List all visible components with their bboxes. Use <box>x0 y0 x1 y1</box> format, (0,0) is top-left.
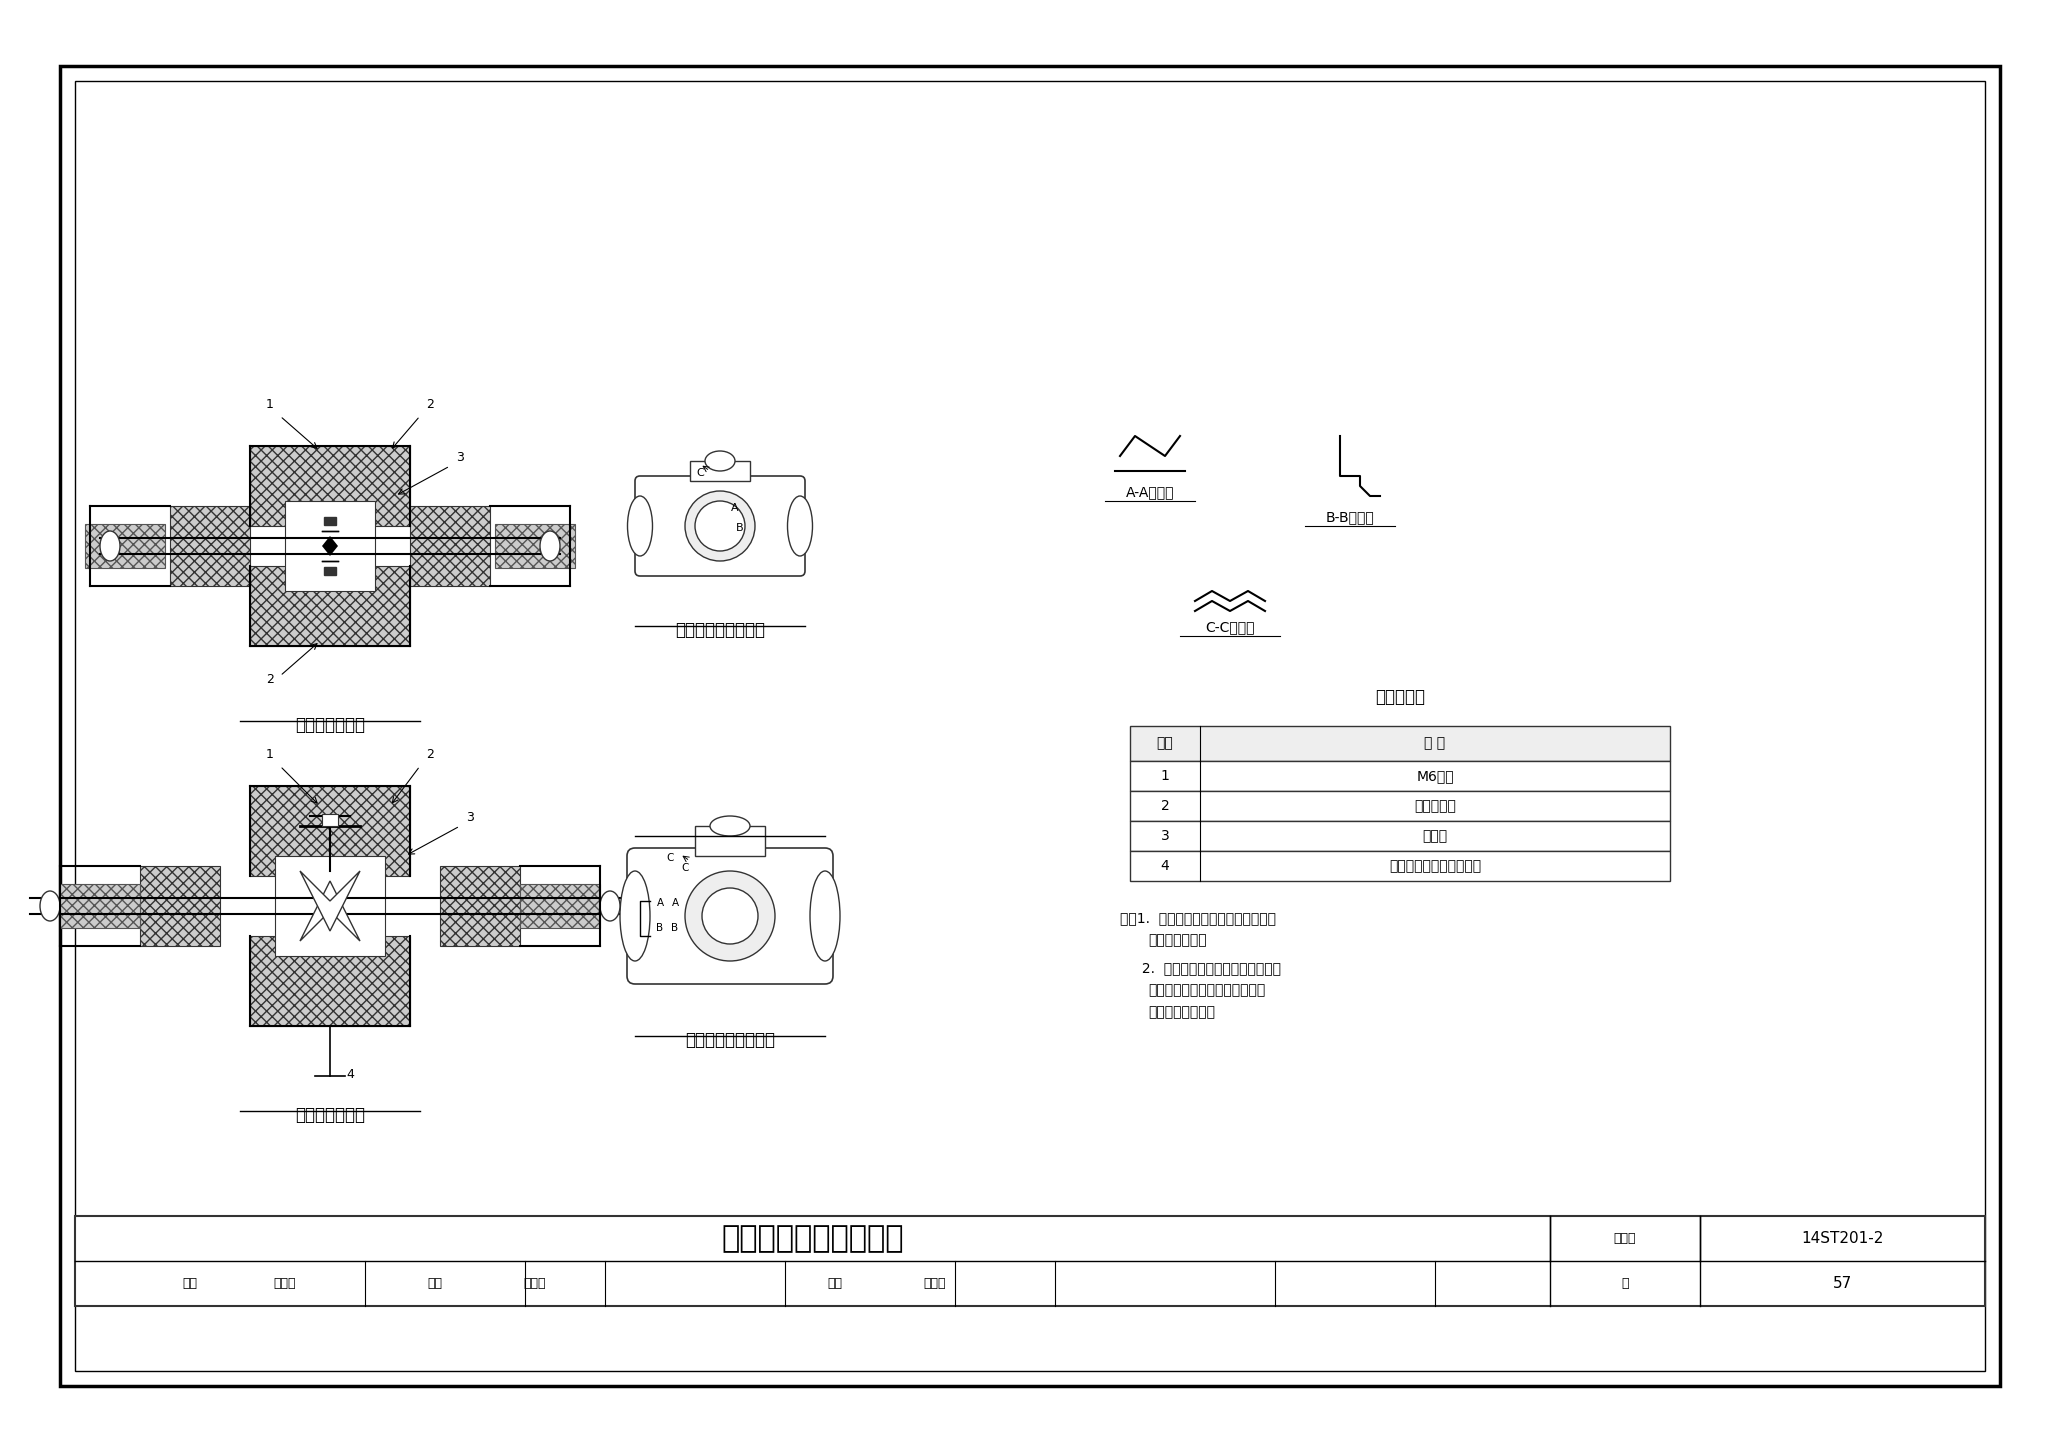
Bar <box>250 787 410 876</box>
Bar <box>285 500 375 591</box>
Text: 1: 1 <box>266 398 274 411</box>
Text: 张先群: 张先群 <box>274 1277 297 1290</box>
Bar <box>59 884 139 928</box>
Ellipse shape <box>788 496 813 557</box>
Text: 可拆式阀门保温: 可拆式阀门保温 <box>295 1106 365 1124</box>
Bar <box>410 506 489 586</box>
Text: 4: 4 <box>346 1069 354 1082</box>
Ellipse shape <box>621 870 649 962</box>
Text: C: C <box>696 469 705 479</box>
Bar <box>1130 821 1669 852</box>
Text: 1: 1 <box>1161 769 1169 782</box>
Text: C: C <box>682 863 688 873</box>
Bar <box>694 826 766 856</box>
Text: 注：1.  法兰、阀门保温厚度与连接管道: 注：1. 法兰、阀门保温厚度与连接管道 <box>1120 911 1276 925</box>
Bar <box>520 884 600 928</box>
Text: 3: 3 <box>467 811 473 824</box>
Text: A-A剖面图: A-A剖面图 <box>1126 484 1174 499</box>
Bar <box>76 1216 1985 1306</box>
Circle shape <box>702 888 758 944</box>
Text: 阀门保温金属保护罩: 阀门保温金属保护罩 <box>684 1031 774 1048</box>
Text: 3: 3 <box>1161 829 1169 843</box>
Text: 名称对照表: 名称对照表 <box>1374 688 1425 706</box>
Bar <box>86 523 166 568</box>
Text: 57: 57 <box>1833 1275 1851 1291</box>
Text: 金属保护罩: 金属保护罩 <box>1413 800 1456 813</box>
Ellipse shape <box>705 451 735 471</box>
Text: 图集号: 图集号 <box>1614 1232 1636 1245</box>
Ellipse shape <box>627 496 653 557</box>
Bar <box>170 506 250 586</box>
Polygon shape <box>322 510 338 1108</box>
Text: 2: 2 <box>266 672 274 685</box>
Text: B: B <box>672 923 678 933</box>
Text: B: B <box>735 523 743 534</box>
Ellipse shape <box>600 891 621 921</box>
Text: 法兰、阀门保温结构图: 法兰、阀门保温结构图 <box>721 1223 903 1254</box>
Text: 法兰保温金属保护罩: 法兰保温金属保护罩 <box>676 620 766 639</box>
Text: 设计: 设计 <box>827 1277 842 1290</box>
Text: 赵际顺: 赵际顺 <box>524 1277 547 1290</box>
Text: 编号: 编号 <box>1157 736 1174 750</box>
Text: M6螺栓: M6螺栓 <box>1415 769 1454 782</box>
Text: 可拆式法兰保温: 可拆式法兰保温 <box>295 716 365 735</box>
Text: 赵恒鹏: 赵恒鹏 <box>924 1277 946 1290</box>
Bar <box>250 565 410 646</box>
Ellipse shape <box>100 531 121 561</box>
Text: 名 称: 名 称 <box>1425 736 1446 750</box>
Ellipse shape <box>541 531 559 561</box>
Bar <box>1130 761 1669 791</box>
Text: 2: 2 <box>1161 800 1169 813</box>
Bar <box>440 866 520 946</box>
Bar <box>690 461 750 482</box>
Text: 审核: 审核 <box>182 1277 197 1290</box>
Bar <box>322 814 338 826</box>
Ellipse shape <box>811 870 840 962</box>
Polygon shape <box>299 870 360 931</box>
Text: 校对: 校对 <box>428 1277 442 1290</box>
Text: 1: 1 <box>266 748 274 761</box>
Bar <box>250 445 410 526</box>
Text: 绝热层: 绝热层 <box>1423 829 1448 843</box>
Circle shape <box>684 870 774 962</box>
Text: A: A <box>731 503 739 513</box>
Text: B: B <box>657 923 664 933</box>
Polygon shape <box>299 881 360 941</box>
Circle shape <box>684 492 756 561</box>
Polygon shape <box>324 518 336 525</box>
Text: 排水管（用于有泄漏时）: 排水管（用于有泄漏时） <box>1389 859 1481 873</box>
Text: 2: 2 <box>426 398 434 411</box>
Text: 4: 4 <box>1161 859 1169 873</box>
Text: A: A <box>657 898 664 908</box>
Text: 3: 3 <box>457 451 465 464</box>
Ellipse shape <box>711 816 750 836</box>
Text: 保护层做法相同。: 保护层做法相同。 <box>1149 1005 1214 1019</box>
Polygon shape <box>322 536 338 557</box>
Polygon shape <box>324 567 336 576</box>
Text: 页: 页 <box>1622 1277 1628 1290</box>
Text: C: C <box>666 853 674 863</box>
FancyBboxPatch shape <box>627 847 834 983</box>
Ellipse shape <box>41 891 59 921</box>
Bar <box>76 81 1985 1371</box>
Bar <box>274 856 385 956</box>
Text: B-B剖面图: B-B剖面图 <box>1325 510 1374 523</box>
FancyBboxPatch shape <box>635 476 805 576</box>
Bar <box>250 936 410 1027</box>
Text: 保温厚度相同。: 保温厚度相同。 <box>1149 933 1206 947</box>
Text: 2: 2 <box>426 748 434 761</box>
Text: 时，其保护层做法应与地沟管道: 时，其保护层做法应与地沟管道 <box>1149 983 1266 996</box>
Text: 14ST201-2: 14ST201-2 <box>1802 1231 1884 1246</box>
Circle shape <box>694 500 745 551</box>
Text: C-C剖面图: C-C剖面图 <box>1206 620 1255 633</box>
Text: 2.  固定式法兰、阀门保温用于地沟: 2. 固定式法兰、阀门保温用于地沟 <box>1120 962 1280 975</box>
Bar <box>139 866 219 946</box>
Bar <box>1130 726 1669 761</box>
Bar <box>1130 852 1669 881</box>
Bar <box>496 523 575 568</box>
Bar <box>1130 791 1669 821</box>
Text: A: A <box>672 898 678 908</box>
